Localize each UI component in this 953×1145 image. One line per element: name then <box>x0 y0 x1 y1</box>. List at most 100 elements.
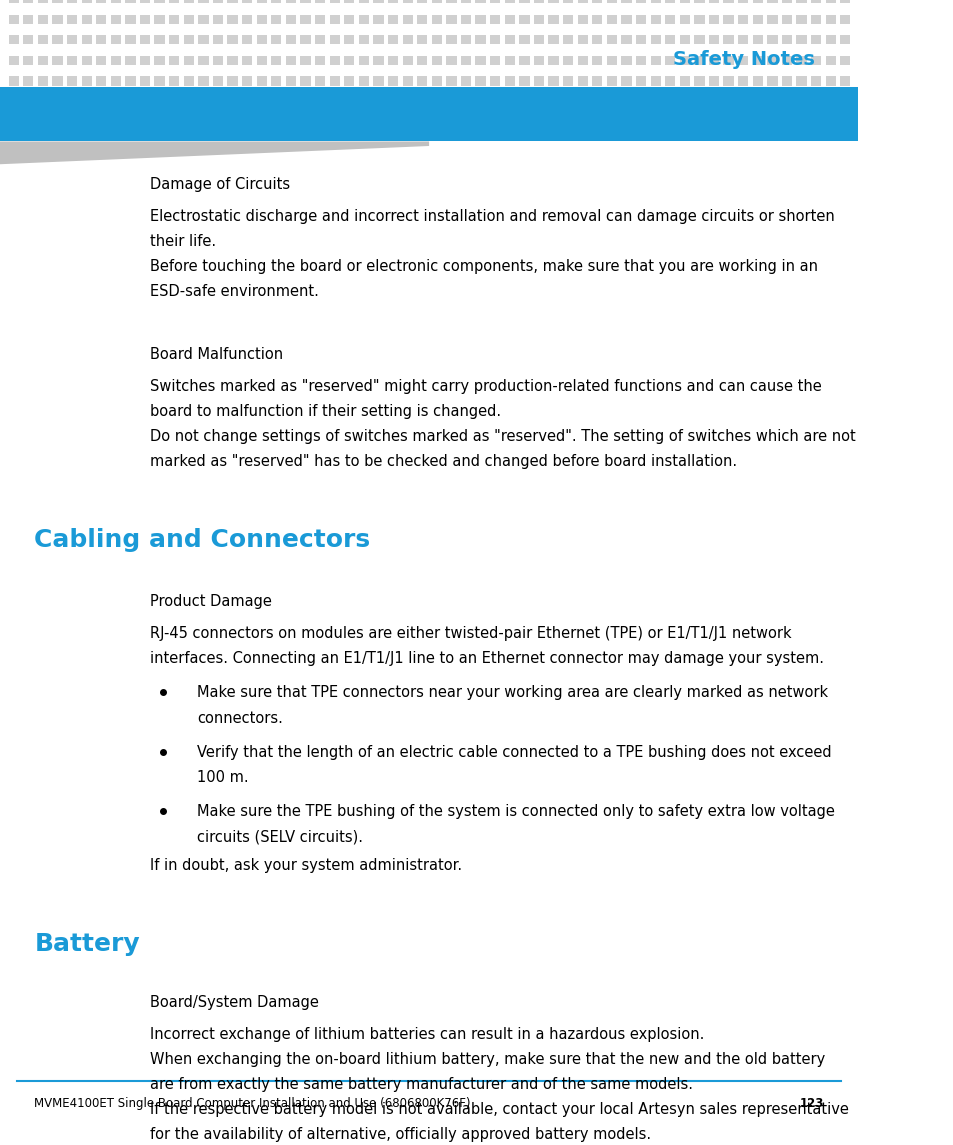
FancyBboxPatch shape <box>606 35 617 45</box>
FancyBboxPatch shape <box>344 56 355 65</box>
FancyBboxPatch shape <box>96 35 107 45</box>
FancyBboxPatch shape <box>140 35 150 45</box>
FancyBboxPatch shape <box>314 15 325 24</box>
FancyBboxPatch shape <box>490 0 499 3</box>
FancyBboxPatch shape <box>518 77 529 86</box>
FancyBboxPatch shape <box>722 0 733 3</box>
FancyBboxPatch shape <box>708 77 719 86</box>
FancyBboxPatch shape <box>23 77 33 86</box>
FancyBboxPatch shape <box>358 56 369 65</box>
FancyBboxPatch shape <box>23 56 33 65</box>
FancyBboxPatch shape <box>752 56 762 65</box>
FancyBboxPatch shape <box>154 56 165 65</box>
FancyBboxPatch shape <box>650 35 660 45</box>
FancyBboxPatch shape <box>125 77 135 86</box>
FancyBboxPatch shape <box>577 77 587 86</box>
FancyBboxPatch shape <box>460 56 471 65</box>
FancyBboxPatch shape <box>198 77 209 86</box>
FancyBboxPatch shape <box>738 56 747 65</box>
FancyBboxPatch shape <box>329 56 339 65</box>
FancyBboxPatch shape <box>81 15 91 24</box>
FancyBboxPatch shape <box>402 77 413 86</box>
FancyBboxPatch shape <box>694 15 704 24</box>
FancyBboxPatch shape <box>227 35 237 45</box>
FancyBboxPatch shape <box>679 0 689 3</box>
Text: Make sure that TPE connectors near your working area are clearly marked as netwo: Make sure that TPE connectors near your … <box>197 686 827 701</box>
FancyBboxPatch shape <box>708 35 719 45</box>
FancyBboxPatch shape <box>9 35 19 45</box>
FancyBboxPatch shape <box>329 15 339 24</box>
FancyBboxPatch shape <box>388 15 397 24</box>
FancyBboxPatch shape <box>460 35 471 45</box>
FancyBboxPatch shape <box>752 15 762 24</box>
FancyBboxPatch shape <box>708 15 719 24</box>
FancyBboxPatch shape <box>271 56 281 65</box>
FancyBboxPatch shape <box>562 0 573 3</box>
FancyBboxPatch shape <box>534 56 543 65</box>
FancyBboxPatch shape <box>679 56 689 65</box>
FancyBboxPatch shape <box>169 0 179 3</box>
FancyBboxPatch shape <box>650 15 660 24</box>
FancyBboxPatch shape <box>96 56 107 65</box>
FancyBboxPatch shape <box>169 35 179 45</box>
FancyBboxPatch shape <box>840 0 849 3</box>
Text: RJ-45 connectors on modules are either twisted-pair Ethernet (TPE) or E1/T1/J1 n: RJ-45 connectors on modules are either t… <box>150 626 791 641</box>
FancyBboxPatch shape <box>286 77 295 86</box>
FancyBboxPatch shape <box>286 0 295 3</box>
Text: Electrostatic discharge and incorrect installation and removal can damage circui: Electrostatic discharge and incorrect in… <box>150 208 834 223</box>
FancyBboxPatch shape <box>504 35 515 45</box>
FancyBboxPatch shape <box>431 0 441 3</box>
FancyBboxPatch shape <box>358 0 369 3</box>
FancyBboxPatch shape <box>125 35 135 45</box>
FancyBboxPatch shape <box>460 77 471 86</box>
FancyBboxPatch shape <box>213 0 223 3</box>
FancyBboxPatch shape <box>256 15 267 24</box>
FancyBboxPatch shape <box>242 15 252 24</box>
FancyBboxPatch shape <box>154 15 165 24</box>
FancyBboxPatch shape <box>562 15 573 24</box>
FancyBboxPatch shape <box>810 56 821 65</box>
FancyBboxPatch shape <box>504 0 515 3</box>
FancyBboxPatch shape <box>620 15 631 24</box>
FancyBboxPatch shape <box>184 35 193 45</box>
FancyBboxPatch shape <box>373 0 383 3</box>
FancyBboxPatch shape <box>23 35 33 45</box>
FancyBboxPatch shape <box>722 35 733 45</box>
FancyBboxPatch shape <box>636 15 645 24</box>
FancyBboxPatch shape <box>620 77 631 86</box>
FancyBboxPatch shape <box>577 56 587 65</box>
FancyBboxPatch shape <box>416 15 427 24</box>
FancyBboxPatch shape <box>38 56 48 65</box>
Text: Product Damage: Product Damage <box>150 594 272 609</box>
FancyBboxPatch shape <box>577 15 587 24</box>
FancyBboxPatch shape <box>620 56 631 65</box>
FancyBboxPatch shape <box>664 77 675 86</box>
Polygon shape <box>0 142 429 164</box>
FancyBboxPatch shape <box>388 35 397 45</box>
FancyBboxPatch shape <box>344 77 355 86</box>
FancyBboxPatch shape <box>67 77 77 86</box>
FancyBboxPatch shape <box>416 35 427 45</box>
FancyBboxPatch shape <box>416 56 427 65</box>
FancyBboxPatch shape <box>227 77 237 86</box>
FancyBboxPatch shape <box>766 15 777 24</box>
FancyBboxPatch shape <box>534 35 543 45</box>
Text: Before touching the board or electronic components, make sure that you are worki: Before touching the board or electronic … <box>150 259 818 274</box>
FancyBboxPatch shape <box>766 77 777 86</box>
FancyBboxPatch shape <box>504 15 515 24</box>
FancyBboxPatch shape <box>738 35 747 45</box>
FancyBboxPatch shape <box>111 0 121 3</box>
FancyBboxPatch shape <box>81 0 91 3</box>
FancyBboxPatch shape <box>446 35 456 45</box>
FancyBboxPatch shape <box>314 56 325 65</box>
Text: Switches marked as "reserved" might carry production-related functions and can c: Switches marked as "reserved" might carr… <box>150 379 821 394</box>
FancyBboxPatch shape <box>154 77 165 86</box>
FancyBboxPatch shape <box>67 15 77 24</box>
FancyBboxPatch shape <box>38 77 48 86</box>
FancyBboxPatch shape <box>431 15 441 24</box>
FancyBboxPatch shape <box>738 15 747 24</box>
FancyBboxPatch shape <box>402 0 413 3</box>
FancyBboxPatch shape <box>490 35 499 45</box>
FancyBboxPatch shape <box>344 0 355 3</box>
FancyBboxPatch shape <box>9 56 19 65</box>
